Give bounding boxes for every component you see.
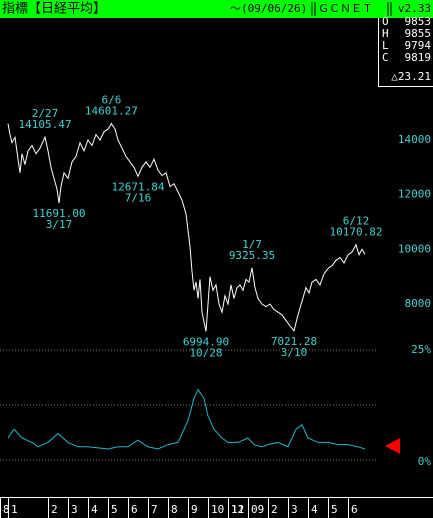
annotation-value: 14601.27: [85, 105, 138, 118]
title: 指標【日経平均】: [2, 2, 106, 17]
annotation-date: 3/17: [46, 218, 73, 231]
change: △23.21: [391, 70, 431, 83]
x-tick-label: 1: [11, 503, 18, 516]
x-tick-label: 4: [311, 503, 318, 516]
x-tick-label: 8: [171, 503, 178, 516]
x-tick-label: 9: [191, 503, 198, 516]
x-tick-label: 7: [151, 503, 158, 516]
quote-value: 9819: [405, 51, 432, 64]
pointer: [385, 438, 400, 454]
annotation-value: 14105.47: [19, 118, 72, 131]
annotation-date: 2/27: [32, 107, 59, 120]
y-tick-label: 0%: [418, 455, 432, 468]
x-tick-label: 2: [51, 503, 58, 516]
version: v2.33: [398, 2, 431, 15]
x-tick-label: 2: [271, 503, 278, 516]
x-tick-label: 3: [291, 503, 298, 516]
x-tick-label: 11: [231, 503, 244, 516]
y-tick-label: 14000: [398, 133, 431, 146]
x-tick-label: 12: [231, 503, 244, 516]
annotation-date: 6/12: [343, 215, 370, 228]
x-tick-label: 6: [351, 503, 358, 516]
title-bar: [0, 0, 433, 18]
annotation-date: 10/28: [189, 346, 222, 359]
y-tick-label: 8000: [405, 297, 432, 310]
x-tick-label: 4: [91, 503, 98, 516]
series-line: [7, 122, 366, 332]
quote-value: 9794: [405, 39, 432, 52]
quote-label: H: [382, 27, 389, 40]
source: ＧＣＮＥＴ: [318, 2, 373, 15]
quote-value: 9855: [405, 27, 432, 40]
quote-label: L: [382, 39, 389, 52]
annotation-date: 6/6: [101, 94, 121, 107]
y-tick-label: 10000: [398, 242, 431, 255]
x-tick-label: 8: [3, 503, 10, 516]
x-tick-label: 5: [331, 503, 338, 516]
annotation-value: 10170.82: [330, 226, 383, 239]
quote-label: O: [382, 15, 389, 28]
x-tick-label: 3: [71, 503, 78, 516]
annotation-date: 3/10: [281, 346, 308, 359]
x-tick-label: 6: [131, 503, 138, 516]
x-tick-label: 09: [251, 503, 264, 516]
annotation-value: 7021.28: [271, 335, 317, 348]
series-line: [7, 388, 366, 450]
date: ～(09/06/26): [230, 2, 307, 15]
annotation-date: 1/7: [242, 238, 262, 251]
x-tick-label: 5: [111, 503, 118, 516]
y-tick-label: 12000: [398, 188, 431, 201]
annotation-value: 11691.00: [33, 207, 86, 220]
annotation-value: 9325.35: [229, 249, 275, 262]
annotation-date: 7/16: [125, 191, 152, 204]
quote-label: C: [382, 51, 389, 64]
quote-value: 9853: [405, 15, 432, 28]
annotation-value: 6994.90: [183, 335, 229, 348]
annotation-value: 12671.84: [112, 180, 165, 193]
y-tick-label: 25%: [411, 343, 431, 356]
x-tick-label: 10: [211, 503, 224, 516]
